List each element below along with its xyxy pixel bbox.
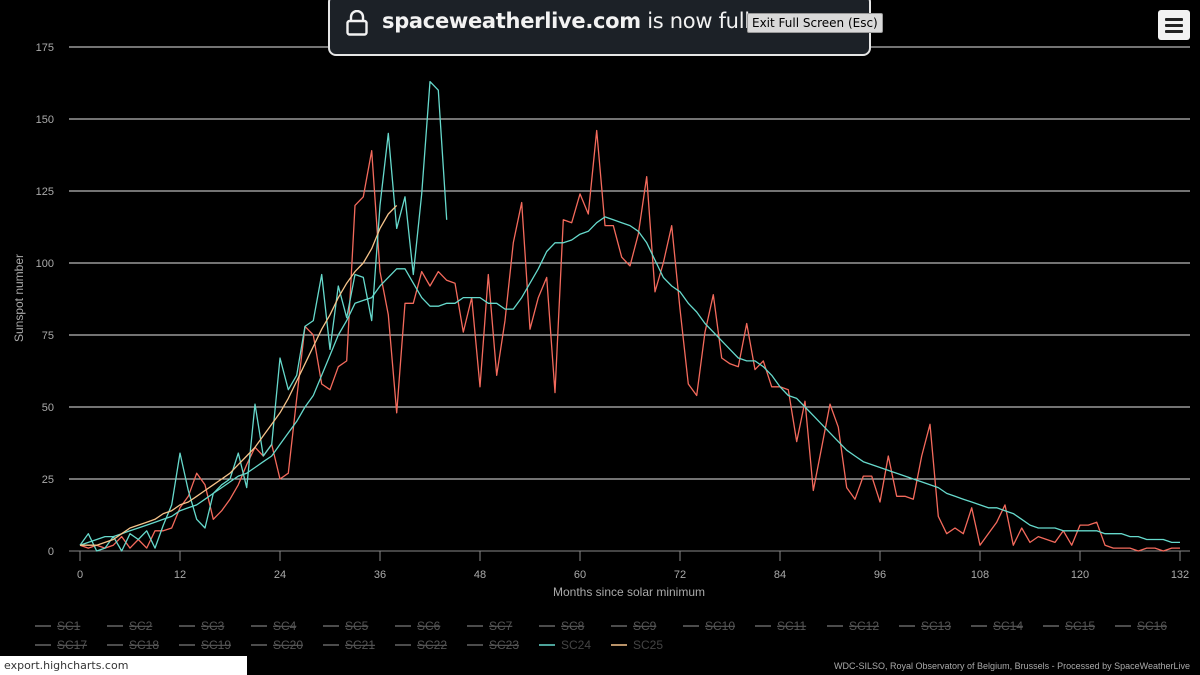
legend-item-sc3[interactable]: SC3 [179,619,225,633]
legend: SC1 SC2 SC3 SC4 SC5 SC6 SC7 SC8 SC9 SC10 SC11 SC12 S… [35,619,1167,652]
series-line-1 [79,216,1180,546]
series-line-2 [79,80,448,552]
status-url: export.highcharts.com [0,656,247,675]
legend-item-sc6[interactable]: SC6 [395,619,441,633]
legend-item-sc17[interactable]: SC17 [35,638,87,652]
x-tick-label: 48 [474,569,486,581]
series-lines [79,80,1180,552]
legend-label: SC14 [993,619,1023,633]
legend-item-sc13[interactable]: SC13 [899,619,951,633]
x-tick-label: 132 [1171,569,1189,581]
credits[interactable]: WDC-SILSO, Royal Observatory of Belgium,… [834,661,1190,671]
legend-item-sc24[interactable]: SC24 [539,638,591,652]
y-axis-ticks: 0 25 50 75 100 125 150 175 [36,42,54,558]
series-line-3 [80,204,398,546]
lock-icon [346,10,368,36]
fullscreen-domain: spaceweatherlive.com [382,9,641,33]
legend-label: SC9 [633,619,657,633]
x-tick-label: 120 [1071,569,1089,581]
x-tick-label: 84 [774,569,786,581]
legend-label: SC4 [273,619,297,633]
legend-label: SC8 [561,619,585,633]
legend-item-sc11[interactable]: SC11 [755,619,806,633]
x-axis-label: Months since solar minimum [553,585,705,599]
y-tick-label: 125 [36,186,54,198]
series-line-0 [79,129,1180,552]
x-tick-label: 72 [674,569,686,581]
legend-label: SC22 [417,638,447,652]
x-tick-label: 60 [574,569,586,581]
x-axis-ticks: 0 12 24 36 48 60 72 84 96 108 120 132 [77,551,1189,581]
fullscreen-banner: spaceweatherlive.com is now full screen … [328,0,883,56]
x-tick-label: 24 [274,569,286,581]
legend-label: SC1 [57,619,81,633]
legend-label: SC17 [57,638,87,652]
legend-label: SC11 [777,619,806,633]
legend-item-sc16[interactable]: SC16 [1115,619,1167,633]
legend-label: SC24 [561,638,591,652]
menu-bar-2 [1165,24,1183,27]
legend-label: SC25 [633,638,663,652]
legend-item-sc9[interactable]: SC9 [611,619,657,633]
legend-item-sc1[interactable]: SC1 [35,619,81,633]
legend-item-sc4[interactable]: SC4 [251,619,297,633]
legend-label: SC18 [129,638,159,652]
legend-item-sc7[interactable]: SC7 [467,619,513,633]
legend-label: SC15 [1065,619,1095,633]
legend-label: SC21 [345,638,375,652]
legend-label: SC10 [705,619,735,633]
legend-item-sc23[interactable]: SC23 [467,638,519,652]
y-tick-label: 50 [42,402,54,414]
grid-lines [69,46,1190,480]
legend-item-sc5[interactable]: SC5 [323,619,369,633]
y-tick-label: 75 [42,330,54,342]
fullscreen-message: spaceweatherlive.com is now full screen [382,9,824,33]
exit-fullscreen-button[interactable]: Exit Full Screen (Esc) [747,13,883,33]
legend-label: SC6 [417,619,441,633]
legend-item-sc21[interactable]: SC21 [323,638,375,652]
legend-label: SC12 [849,619,879,633]
x-tick-label: 96 [874,569,886,581]
legend-item-sc18[interactable]: SC18 [107,638,159,652]
legend-item-sc10[interactable]: SC10 [683,619,735,633]
legend-item-sc2[interactable]: SC2 [107,619,153,633]
legend-item-sc12[interactable]: SC12 [827,619,879,633]
chart-menu-button[interactable] [1158,10,1190,40]
legend-label: SC23 [489,638,519,652]
legend-item-sc20[interactable]: SC20 [251,638,303,652]
legend-label: SC2 [129,619,153,633]
menu-bar-3 [1165,30,1183,33]
x-tick-label: 12 [174,569,186,581]
y-tick-label: 0 [48,546,54,558]
y-axis-label: Sunspot number [12,254,26,342]
legend-label: SC7 [489,619,513,633]
x-tick-label: 36 [374,569,386,581]
legend-item-sc14[interactable]: SC14 [971,619,1023,633]
x-tick-label: 0 [77,569,83,581]
legend-label: SC16 [1137,619,1167,633]
y-tick-label: 25 [42,474,54,486]
legend-label: SC5 [345,619,369,633]
legend-item-sc8[interactable]: SC8 [539,619,585,633]
legend-item-sc15[interactable]: SC15 [1043,619,1095,633]
legend-label: SC13 [921,619,951,633]
y-tick-label: 150 [36,114,54,126]
legend-label: SC3 [201,619,225,633]
legend-item-sc22[interactable]: SC22 [395,638,447,652]
x-tick-label: 108 [971,569,989,581]
legend-label: SC19 [201,638,231,652]
menu-bar-1 [1165,18,1183,21]
y-tick-label: 100 [36,258,54,270]
legend-item-sc19[interactable]: SC19 [179,638,231,652]
legend-label: SC20 [273,638,303,652]
legend-item-sc25[interactable]: SC25 [611,638,663,652]
y-tick-label: 175 [36,42,54,54]
